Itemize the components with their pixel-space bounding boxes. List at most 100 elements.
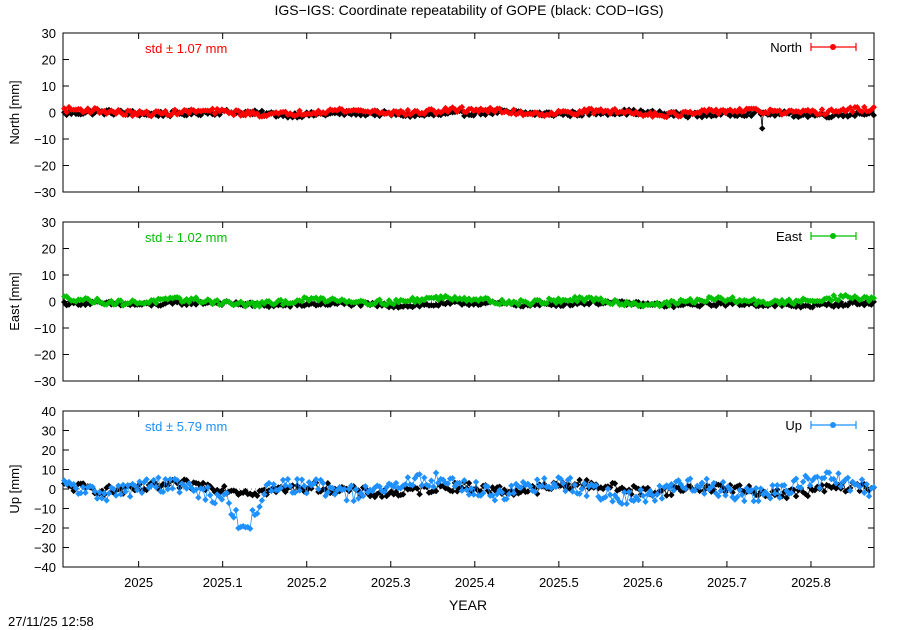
data-point (663, 298, 670, 306)
data-point (254, 110, 261, 117)
data-point (818, 106, 826, 113)
data-point (444, 108, 452, 116)
y-tick-label: 10 (42, 79, 56, 94)
data-point (72, 485, 80, 492)
data-point (790, 300, 797, 308)
data-point (531, 488, 539, 496)
data-point (465, 479, 473, 487)
data-point (282, 482, 289, 489)
panel-north: 30 20 10 0 −10 −20 −30 North [mm] std ± 1.07 mm N… (7, 26, 877, 200)
data-point (232, 506, 240, 514)
data-point (89, 483, 96, 491)
data-point (202, 496, 209, 503)
data-point (261, 491, 268, 498)
data-point (256, 303, 263, 310)
data-point (762, 108, 769, 116)
data-point (868, 106, 875, 113)
data-point (809, 107, 816, 114)
data-point (103, 497, 110, 504)
data-point (465, 491, 473, 498)
data-point (578, 295, 586, 302)
data-point (790, 486, 797, 494)
data-point (277, 484, 284, 492)
data-point (792, 112, 800, 119)
data-point (712, 302, 720, 310)
data-point (534, 109, 541, 116)
data-point (272, 109, 280, 116)
data-point (679, 301, 687, 309)
data-point (458, 103, 466, 111)
data-point (512, 487, 520, 494)
data-point (477, 111, 484, 118)
data-point (496, 301, 503, 308)
data-point (842, 488, 849, 495)
data-point (138, 489, 146, 496)
data-point (592, 111, 600, 118)
data-point (91, 488, 99, 495)
data-point (665, 484, 673, 492)
data-point (143, 108, 150, 115)
data-point (122, 111, 129, 119)
data-point (381, 488, 388, 495)
data-point (134, 486, 141, 494)
data-point (126, 493, 134, 500)
y-axis-label: Up [mm] (7, 464, 22, 513)
data-point (585, 111, 593, 119)
data-point (701, 486, 708, 494)
data-point (338, 106, 346, 113)
data-point (759, 125, 766, 132)
data-point (703, 475, 710, 483)
data-point (317, 110, 324, 117)
data-point (738, 108, 746, 116)
data-point (790, 113, 797, 120)
data-point (103, 110, 110, 117)
data-point (157, 302, 164, 309)
data-point (614, 298, 621, 305)
data-point (101, 489, 108, 497)
data-point (783, 298, 790, 305)
data-point (209, 105, 216, 113)
data-point (835, 296, 842, 304)
data-point (821, 488, 828, 495)
data-point (571, 293, 579, 301)
data-point (343, 497, 350, 504)
data-point (350, 497, 357, 505)
data-point (536, 302, 543, 309)
data-point (639, 112, 647, 120)
data-point (124, 482, 131, 489)
data-point (792, 303, 800, 311)
data-point (362, 483, 369, 490)
data-point (152, 484, 160, 491)
data-point (637, 301, 644, 308)
data-point (748, 486, 755, 494)
data-point (101, 107, 108, 115)
data-point (254, 510, 261, 517)
data-point (402, 481, 409, 488)
chart-title: IGS−IGS: Coordinate repeatability of GOP… (274, 2, 663, 18)
data-point (630, 497, 637, 505)
data-point (110, 485, 117, 493)
data-point (348, 482, 355, 489)
data-point (254, 492, 261, 499)
data-point (635, 299, 642, 306)
legend-marker (830, 422, 836, 428)
data-point (654, 299, 661, 307)
data-point (687, 475, 694, 482)
y-tick-label: 30 (42, 26, 56, 41)
data-point (552, 299, 560, 307)
data-point (164, 486, 171, 493)
data-point (244, 523, 252, 531)
data-point (858, 108, 866, 115)
series-east (61, 291, 877, 310)
data-point (861, 103, 868, 111)
data-point (696, 487, 703, 495)
data-point (112, 492, 120, 499)
data-point (291, 112, 299, 120)
data-point (188, 111, 195, 118)
data-point (614, 109, 621, 117)
data-point (183, 485, 190, 492)
data-point (496, 483, 503, 490)
y-tick-label: −20 (34, 521, 56, 536)
data-point (837, 110, 845, 118)
data-point (719, 106, 727, 114)
